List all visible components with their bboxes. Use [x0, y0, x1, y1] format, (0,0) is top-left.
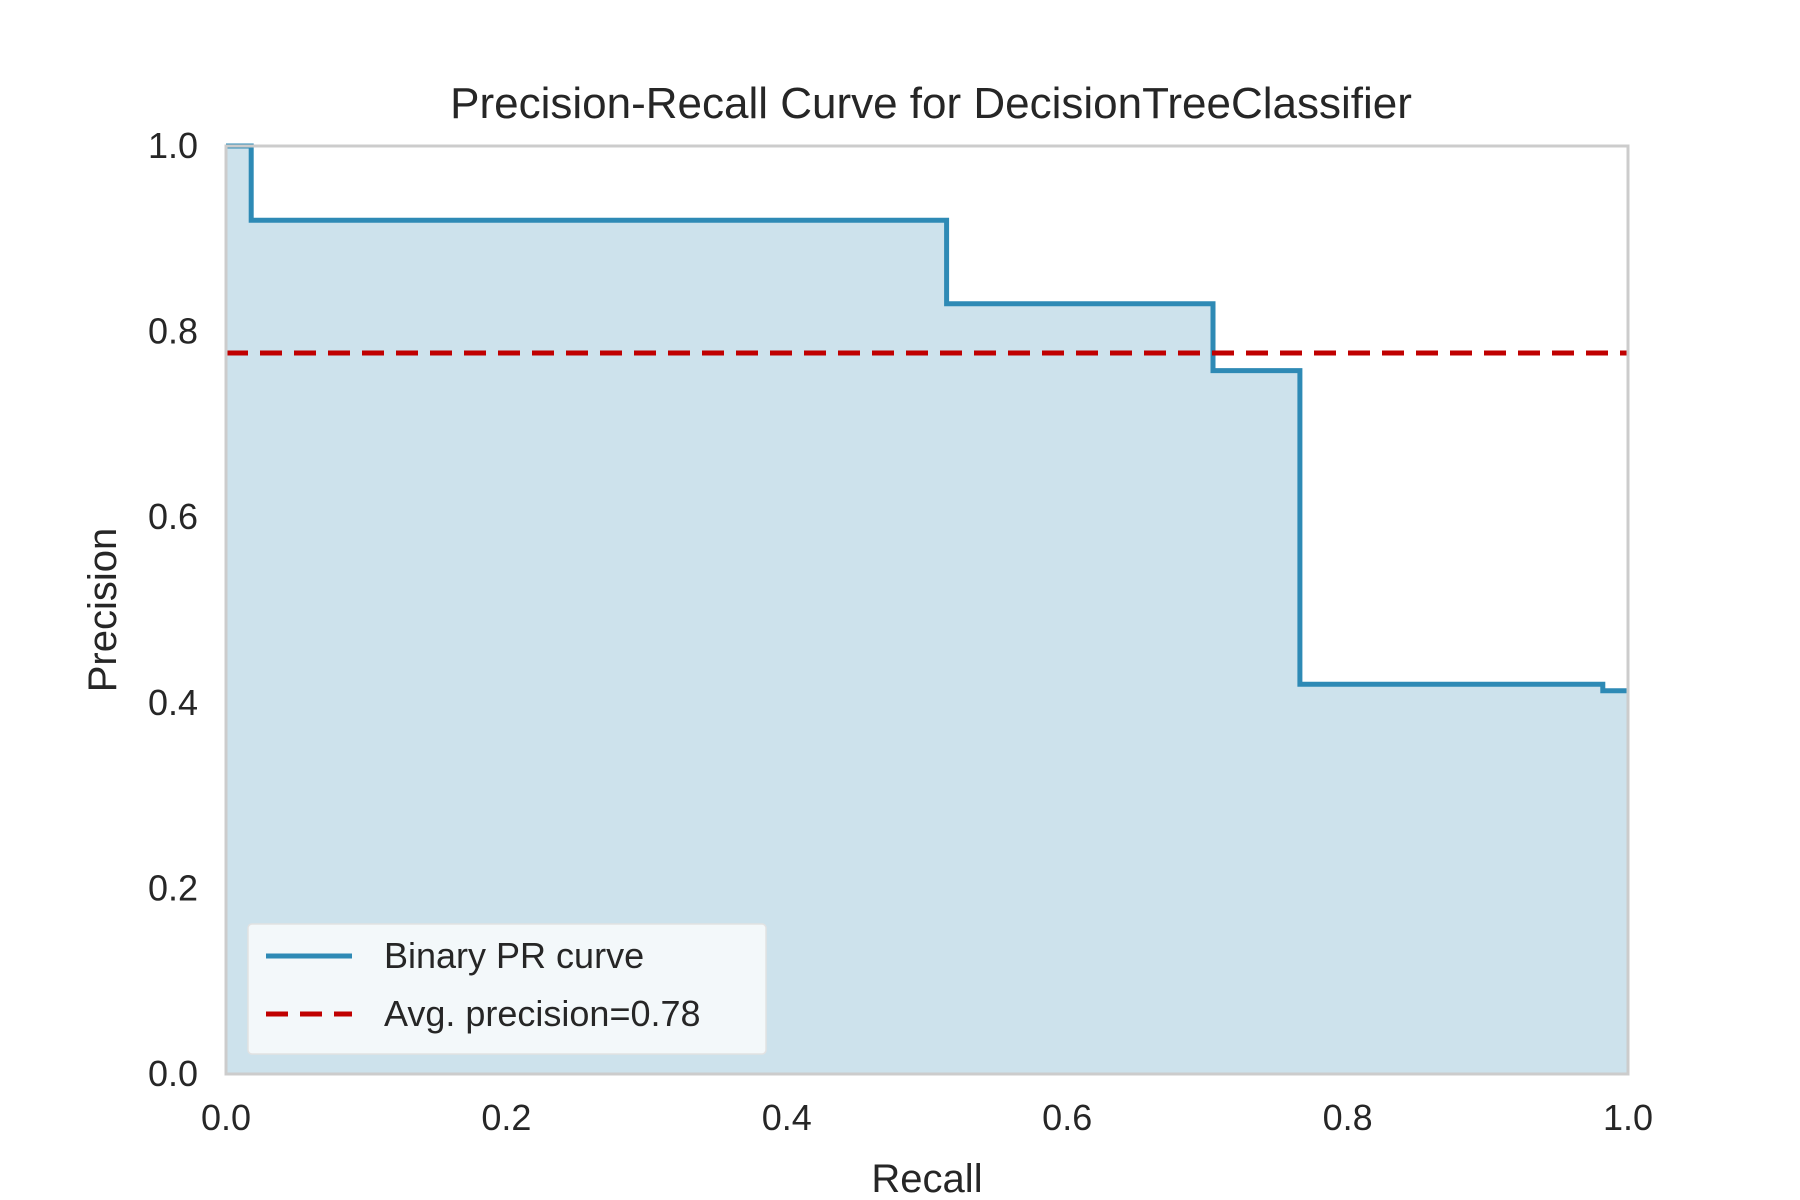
y-axis-label: Precision [81, 528, 125, 693]
y-tick-label: 1.0 [148, 125, 198, 166]
y-tick-label: 0.4 [148, 682, 198, 723]
legend-label-avg-precision: Avg. precision=0.78 [384, 993, 701, 1034]
plot-frame [224, 144, 1630, 1076]
y-axis-ticks: 0.0 0.2 0.4 0.6 0.8 1.0 [148, 125, 198, 1094]
y-tick-label: 0.8 [148, 311, 198, 352]
legend-box [247, 923, 767, 1055]
y-tick-label: 0.6 [148, 496, 198, 537]
x-tick-label: 0.6 [1042, 1097, 1092, 1138]
x-tick-label: 0.0 [201, 1097, 251, 1138]
pr-curve-area [226, 146, 1628, 1074]
plot-area [226, 143, 1628, 1074]
y-tick-label: 0.2 [148, 867, 198, 908]
x-tick-label: 0.4 [762, 1097, 812, 1138]
x-tick-label: 0.8 [1323, 1097, 1373, 1138]
legend-label-pr-curve: Binary PR curve [384, 935, 644, 976]
x-axis-label: Recall [871, 1157, 982, 1200]
x-tick-label: 1.0 [1603, 1097, 1653, 1138]
y-tick-label: 0.0 [148, 1053, 198, 1094]
legend: Binary PR curve Avg. precision=0.78 [247, 923, 767, 1055]
pr-curve-line [226, 143, 1628, 694]
x-tick-label: 0.2 [481, 1097, 531, 1138]
chart-title: Precision-Recall Curve for DecisionTreeC… [450, 79, 1412, 128]
x-axis-ticks: 0.0 0.2 0.4 0.6 0.8 1.0 [201, 1097, 1653, 1138]
